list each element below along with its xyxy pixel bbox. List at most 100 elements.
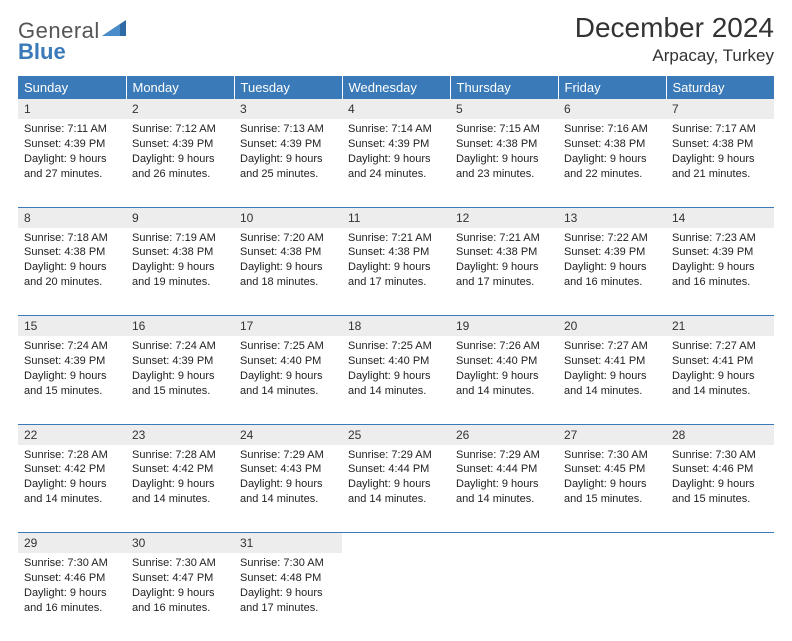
- day-text: Daylight: 9 hours and 21 minutes.: [672, 152, 768, 182]
- sunrise-text: Sunrise: 7:29 AM: [456, 448, 552, 463]
- day-content: Sunrise: 7:25 AMSunset: 4:40 PMDaylight:…: [342, 336, 450, 404]
- day-number-cell: 11: [342, 207, 450, 228]
- day-body-cell: Sunrise: 7:29 AMSunset: 4:43 PMDaylight:…: [234, 445, 342, 533]
- day-number: 17: [234, 316, 342, 336]
- sunrise-text: Sunrise: 7:18 AM: [24, 231, 120, 246]
- day-number-cell: 1: [18, 99, 126, 119]
- day-number-cell: 24: [234, 424, 342, 445]
- day-content: Sunrise: 7:18 AMSunset: 4:38 PMDaylight:…: [18, 228, 126, 296]
- day-header-row: Sunday Monday Tuesday Wednesday Thursday…: [18, 76, 774, 99]
- day-number-cell: 21: [666, 316, 774, 337]
- sunrise-text: Sunrise: 7:30 AM: [240, 556, 336, 571]
- sunset-text: Sunset: 4:38 PM: [348, 245, 444, 260]
- col-monday: Monday: [126, 76, 234, 99]
- day-number-cell: 13: [558, 207, 666, 228]
- day-body-cell: Sunrise: 7:20 AMSunset: 4:38 PMDaylight:…: [234, 228, 342, 316]
- sunset-text: Sunset: 4:40 PM: [240, 354, 336, 369]
- day-content: Sunrise: 7:20 AMSunset: 4:38 PMDaylight:…: [234, 228, 342, 296]
- sunrise-text: Sunrise: 7:15 AM: [456, 122, 552, 137]
- day-text: Daylight: 9 hours and 14 minutes.: [348, 477, 444, 507]
- sunrise-text: Sunrise: 7:13 AM: [240, 122, 336, 137]
- sunset-text: Sunset: 4:45 PM: [564, 462, 660, 477]
- day-number-cell: 9: [126, 207, 234, 228]
- month-title: December 2024: [575, 12, 774, 44]
- day-content: Sunrise: 7:30 AMSunset: 4:45 PMDaylight:…: [558, 445, 666, 513]
- sunset-text: Sunset: 4:42 PM: [132, 462, 228, 477]
- day-number: 28: [666, 425, 774, 445]
- day-number: 11: [342, 208, 450, 228]
- day-text: Daylight: 9 hours and 15 minutes.: [132, 369, 228, 399]
- sunset-text: Sunset: 4:38 PM: [564, 137, 660, 152]
- sunset-text: Sunset: 4:41 PM: [564, 354, 660, 369]
- col-friday: Friday: [558, 76, 666, 99]
- sunrise-text: Sunrise: 7:24 AM: [132, 339, 228, 354]
- day-number-cell: 7: [666, 99, 774, 119]
- day-number: 12: [450, 208, 558, 228]
- sunset-text: Sunset: 4:39 PM: [24, 354, 120, 369]
- sunrise-text: Sunrise: 7:11 AM: [24, 122, 120, 137]
- day-text: Daylight: 9 hours and 15 minutes.: [672, 477, 768, 507]
- day-number: 7: [666, 99, 774, 119]
- week-daynum-row: 22232425262728: [18, 424, 774, 445]
- day-number: 26: [450, 425, 558, 445]
- sunset-text: Sunset: 4:39 PM: [132, 137, 228, 152]
- day-content: Sunrise: 7:27 AMSunset: 4:41 PMDaylight:…: [666, 336, 774, 404]
- day-text: Daylight: 9 hours and 14 minutes.: [564, 369, 660, 399]
- day-body-cell: Sunrise: 7:21 AMSunset: 4:38 PMDaylight:…: [450, 228, 558, 316]
- day-content: Sunrise: 7:30 AMSunset: 4:48 PMDaylight:…: [234, 553, 342, 621]
- sunset-text: Sunset: 4:39 PM: [672, 245, 768, 260]
- day-body-cell: Sunrise: 7:30 AMSunset: 4:48 PMDaylight:…: [234, 553, 342, 641]
- sunrise-text: Sunrise: 7:21 AM: [456, 231, 552, 246]
- day-body-cell: Sunrise: 7:25 AMSunset: 4:40 PMDaylight:…: [342, 336, 450, 424]
- sunrise-text: Sunrise: 7:28 AM: [24, 448, 120, 463]
- day-number: 6: [558, 99, 666, 119]
- day-number-cell: 29: [18, 533, 126, 554]
- day-content: Sunrise: 7:14 AMSunset: 4:39 PMDaylight:…: [342, 119, 450, 187]
- day-number: 15: [18, 316, 126, 336]
- day-body-cell: Sunrise: 7:30 AMSunset: 4:46 PMDaylight:…: [666, 445, 774, 533]
- sunrise-text: Sunrise: 7:20 AM: [240, 231, 336, 246]
- day-content: Sunrise: 7:29 AMSunset: 4:44 PMDaylight:…: [450, 445, 558, 513]
- day-number: 3: [234, 99, 342, 119]
- day-number-cell: 23: [126, 424, 234, 445]
- sunrise-text: Sunrise: 7:12 AM: [132, 122, 228, 137]
- day-number-cell: 10: [234, 207, 342, 228]
- day-number-cell: 5: [450, 99, 558, 119]
- day-number-cell: 27: [558, 424, 666, 445]
- sunrise-text: Sunrise: 7:19 AM: [132, 231, 228, 246]
- day-body-cell: Sunrise: 7:29 AMSunset: 4:44 PMDaylight:…: [342, 445, 450, 533]
- sunrise-text: Sunrise: 7:30 AM: [672, 448, 768, 463]
- day-text: Daylight: 9 hours and 14 minutes.: [348, 369, 444, 399]
- day-number-cell: 19: [450, 316, 558, 337]
- day-text: Daylight: 9 hours and 14 minutes.: [240, 369, 336, 399]
- day-body-cell: Sunrise: 7:30 AMSunset: 4:46 PMDaylight:…: [18, 553, 126, 641]
- day-number-cell: 20: [558, 316, 666, 337]
- week-daynum-row: 1234567: [18, 99, 774, 119]
- day-body-cell: Sunrise: 7:11 AMSunset: 4:39 PMDaylight:…: [18, 119, 126, 207]
- sunrise-text: Sunrise: 7:29 AM: [240, 448, 336, 463]
- day-body-cell: [666, 553, 774, 641]
- sunset-text: Sunset: 4:40 PM: [456, 354, 552, 369]
- day-body-cell: Sunrise: 7:30 AMSunset: 4:45 PMDaylight:…: [558, 445, 666, 533]
- week-body-row: Sunrise: 7:28 AM Sunset: 4:42 PM Daylight:…: [18, 445, 774, 533]
- day-number: 25: [342, 425, 450, 445]
- sunrise-text: Sunrise: 7:27 AM: [564, 339, 660, 354]
- day-body-cell: Sunrise: 7:19 AMSunset: 4:38 PMDaylight:…: [126, 228, 234, 316]
- day-content: Sunrise: 7:29 AMSunset: 4:43 PMDaylight:…: [234, 445, 342, 513]
- day-body-cell: Sunrise: 7:15 AMSunset: 4:38 PMDaylight:…: [450, 119, 558, 207]
- day-body-cell: Sunrise: 7:24 AMSunset: 4:39 PMDaylight:…: [18, 336, 126, 424]
- sunrise-text: Sunrise: 7:29 AM: [348, 448, 444, 463]
- day-number-cell: 3: [234, 99, 342, 119]
- day-content: Sunrise: 7:23 AMSunset: 4:39 PMDaylight:…: [666, 228, 774, 296]
- day-text: Daylight: 9 hours and 19 minutes.: [132, 260, 228, 290]
- sunset-text: Sunset: 4:46 PM: [24, 571, 120, 586]
- week-daynum-row: 891011121314: [18, 207, 774, 228]
- brand-name-2: Blue: [18, 39, 66, 64]
- brand-logo: General Blue: [18, 12, 128, 63]
- day-number: 30: [126, 533, 234, 553]
- day-body-cell: Sunrise: 7:21 AMSunset: 4:38 PMDaylight:…: [342, 228, 450, 316]
- sunset-text: Sunset: 4:40 PM: [348, 354, 444, 369]
- day-number: 14: [666, 208, 774, 228]
- day-number: 16: [126, 316, 234, 336]
- sunrise-text: Sunrise: 7:25 AM: [348, 339, 444, 354]
